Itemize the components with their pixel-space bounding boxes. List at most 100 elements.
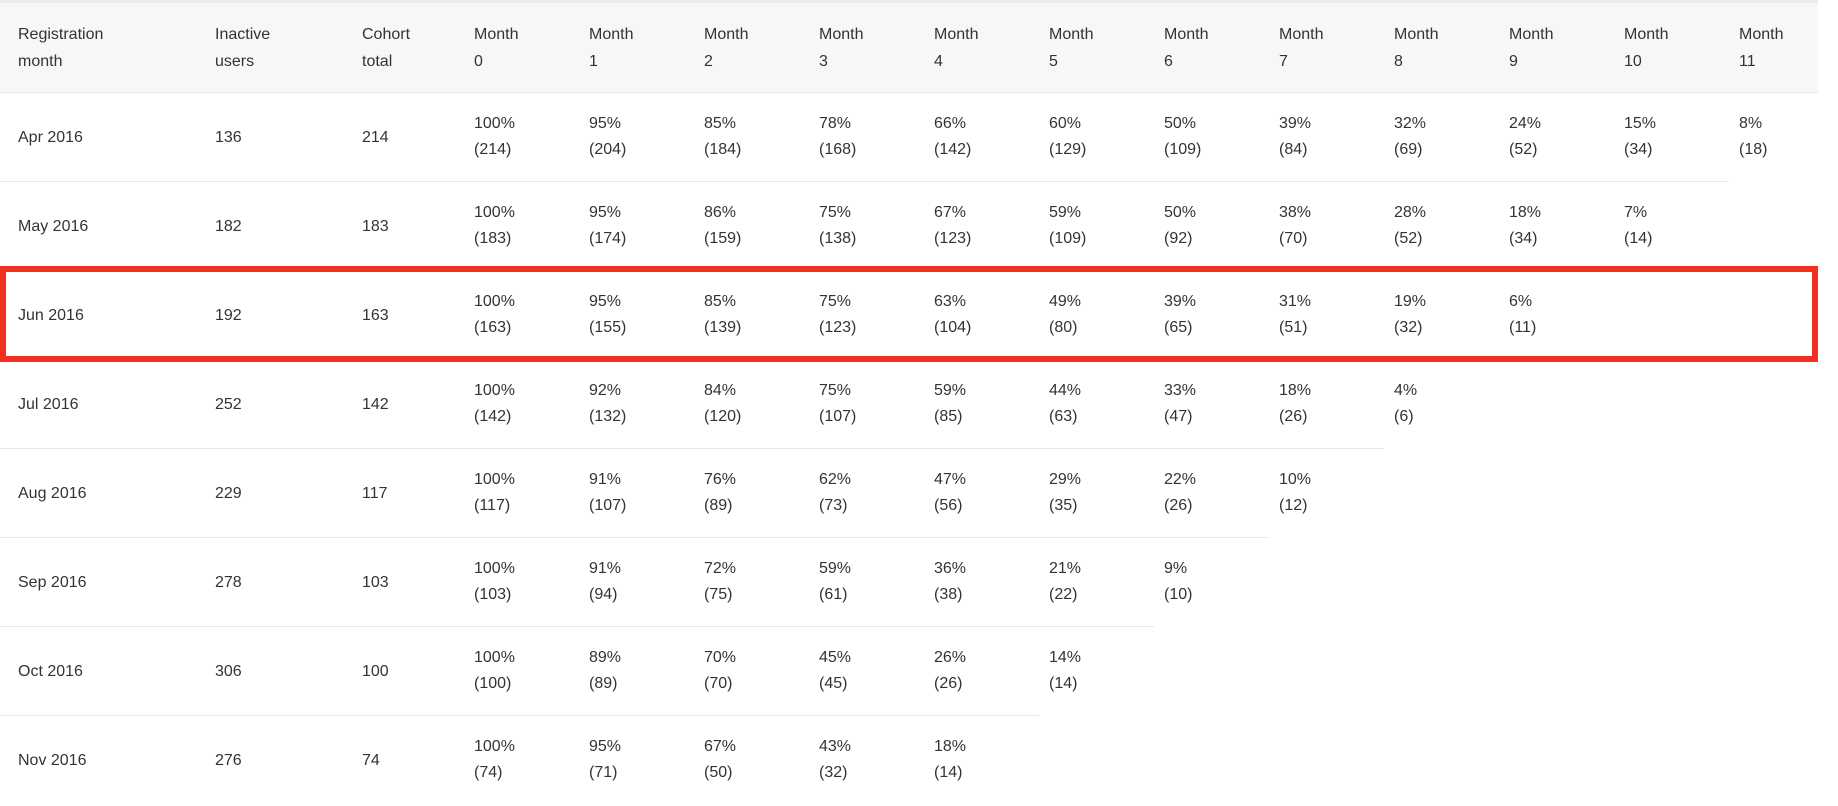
retention-cell: 66% (142) xyxy=(924,92,1039,182)
retention-cell: 50% (92) xyxy=(1154,181,1269,271)
retention-cell: 95% (204) xyxy=(579,92,694,182)
retention-cell: 75% (138) xyxy=(809,181,924,271)
registration-month-value: Jul 2016 xyxy=(0,359,205,449)
inactive-users-value: 252 xyxy=(205,359,352,449)
retention-cell: 95% (155) xyxy=(579,270,694,360)
retention-cell: 43% (32) xyxy=(809,715,924,805)
table-row-may-2016: May 2016 182 183 100% (183) 95% (174) 86% (159) 7… xyxy=(0,181,1818,271)
column-header-month-7: Month 7 xyxy=(1269,0,1384,93)
retention-cell: 92% (132) xyxy=(579,359,694,449)
column-header-month-6: Month 6 xyxy=(1154,0,1269,93)
empty-cell xyxy=(1729,360,1818,449)
empty-cell xyxy=(1154,716,1269,805)
retention-cell: 100% (163) xyxy=(464,270,579,360)
empty-cell xyxy=(1269,716,1384,805)
empty-cell xyxy=(1729,538,1818,627)
retention-cell: 85% (184) xyxy=(694,92,809,182)
retention-cell: 63% (104) xyxy=(924,270,1039,360)
table-body: Apr 2016 136 214 100% (214) 95% (204) 85% (184) 7… xyxy=(0,92,1818,805)
table-header: Registration month Inactive users Cohort tota… xyxy=(0,0,1818,93)
retention-cell: 36% (38) xyxy=(924,537,1039,627)
inactive-users-value: 306 xyxy=(205,626,352,716)
retention-cell: 67% (123) xyxy=(924,181,1039,271)
registration-month-value: Nov 2016 xyxy=(0,715,205,805)
column-header-inactive-users: Inactive users xyxy=(205,0,352,93)
retention-cell: 62% (73) xyxy=(809,448,924,538)
cohort-total-value: 183 xyxy=(352,181,464,271)
retention-cell: 9% (10) xyxy=(1154,537,1269,627)
empty-cell xyxy=(1499,449,1614,538)
retention-cell: 59% (61) xyxy=(809,537,924,627)
retention-cell: 78% (168) xyxy=(809,92,924,182)
empty-cell xyxy=(1614,271,1729,360)
column-header-month-9: Month 9 xyxy=(1499,0,1614,93)
retention-cell: 6% (11) xyxy=(1499,270,1614,360)
retention-cell: 49% (80) xyxy=(1039,270,1154,360)
retention-cell: 95% (71) xyxy=(579,715,694,805)
retention-cell: 100% (74) xyxy=(464,715,579,805)
empty-cell xyxy=(1499,627,1614,716)
cohort-total-value: 163 xyxy=(352,270,464,360)
retention-cell: 89% (89) xyxy=(579,626,694,716)
empty-cell xyxy=(1384,716,1499,805)
retention-cell: 22% (26) xyxy=(1154,448,1269,538)
column-header-month-1: Month 1 xyxy=(579,0,694,93)
column-header-month-8: Month 8 xyxy=(1384,0,1499,93)
table-row-nov-2016: Nov 2016 276 74 100% (74) 95% (71) 67% (50) 43% (3… xyxy=(0,715,1818,805)
retention-cell: 84% (120) xyxy=(694,359,809,449)
retention-cell: 39% (84) xyxy=(1269,92,1384,182)
column-header-month-2: Month 2 xyxy=(694,0,809,93)
column-header-month-10: Month 10 xyxy=(1614,0,1729,93)
column-header-month-11: Month 11 xyxy=(1729,0,1818,93)
column-header-registration-month: Registration month xyxy=(0,0,205,93)
empty-cell xyxy=(1614,538,1729,627)
registration-month-value: Jun 2016 xyxy=(0,270,205,360)
inactive-users-value: 276 xyxy=(205,715,352,805)
cohort-total-value: 74 xyxy=(352,715,464,805)
empty-cell xyxy=(1729,182,1818,271)
retention-cell: 33% (47) xyxy=(1154,359,1269,449)
retention-cell: 100% (142) xyxy=(464,359,579,449)
retention-cell: 26% (26) xyxy=(924,626,1039,716)
retention-cell: 60% (129) xyxy=(1039,92,1154,182)
inactive-users-value: 278 xyxy=(205,537,352,627)
retention-cell: 14% (14) xyxy=(1039,626,1154,716)
retention-cell: 15% (34) xyxy=(1614,92,1729,182)
registration-month-value: Oct 2016 xyxy=(0,626,205,716)
retention-cell: 19% (32) xyxy=(1384,270,1499,360)
retention-cell: 85% (139) xyxy=(694,270,809,360)
retention-cell: 59% (109) xyxy=(1039,181,1154,271)
retention-cell: 18% (26) xyxy=(1269,359,1384,449)
retention-cell: 28% (52) xyxy=(1384,181,1499,271)
empty-cell xyxy=(1154,627,1269,716)
empty-cell xyxy=(1729,627,1818,716)
retention-cell: 32% (69) xyxy=(1384,92,1499,182)
retention-cell: 86% (159) xyxy=(694,181,809,271)
cohort-total-value: 117 xyxy=(352,448,464,538)
table-row-apr-2016: Apr 2016 136 214 100% (214) 95% (204) 85% (184) 7… xyxy=(0,92,1818,182)
empty-cell xyxy=(1499,538,1614,627)
retention-cell: 4% (6) xyxy=(1384,359,1499,449)
empty-cell xyxy=(1269,627,1384,716)
retention-cell: 91% (107) xyxy=(579,448,694,538)
retention-cell: 100% (103) xyxy=(464,537,579,627)
retention-cell: 38% (70) xyxy=(1269,181,1384,271)
retention-cell: 67% (50) xyxy=(694,715,809,805)
retention-cell: 7% (14) xyxy=(1614,181,1729,271)
retention-cell: 72% (75) xyxy=(694,537,809,627)
cohort-total-value: 142 xyxy=(352,359,464,449)
cohort-total-value: 100 xyxy=(352,626,464,716)
empty-cell xyxy=(1614,449,1729,538)
empty-cell xyxy=(1614,627,1729,716)
registration-month-value: May 2016 xyxy=(0,181,205,271)
column-header-month-3: Month 3 xyxy=(809,0,924,93)
empty-cell xyxy=(1614,360,1729,449)
retention-cell: 100% (117) xyxy=(464,448,579,538)
table-row-jun-2016: Jun 2016 192 163 100% (163) 95% (155) 85% (139) 7… xyxy=(0,270,1818,360)
inactive-users-value: 192 xyxy=(205,270,352,360)
retention-cell: 76% (89) xyxy=(694,448,809,538)
retention-cell: 31% (51) xyxy=(1269,270,1384,360)
retention-cell: 8% (18) xyxy=(1729,92,1818,182)
retention-cell: 59% (85) xyxy=(924,359,1039,449)
